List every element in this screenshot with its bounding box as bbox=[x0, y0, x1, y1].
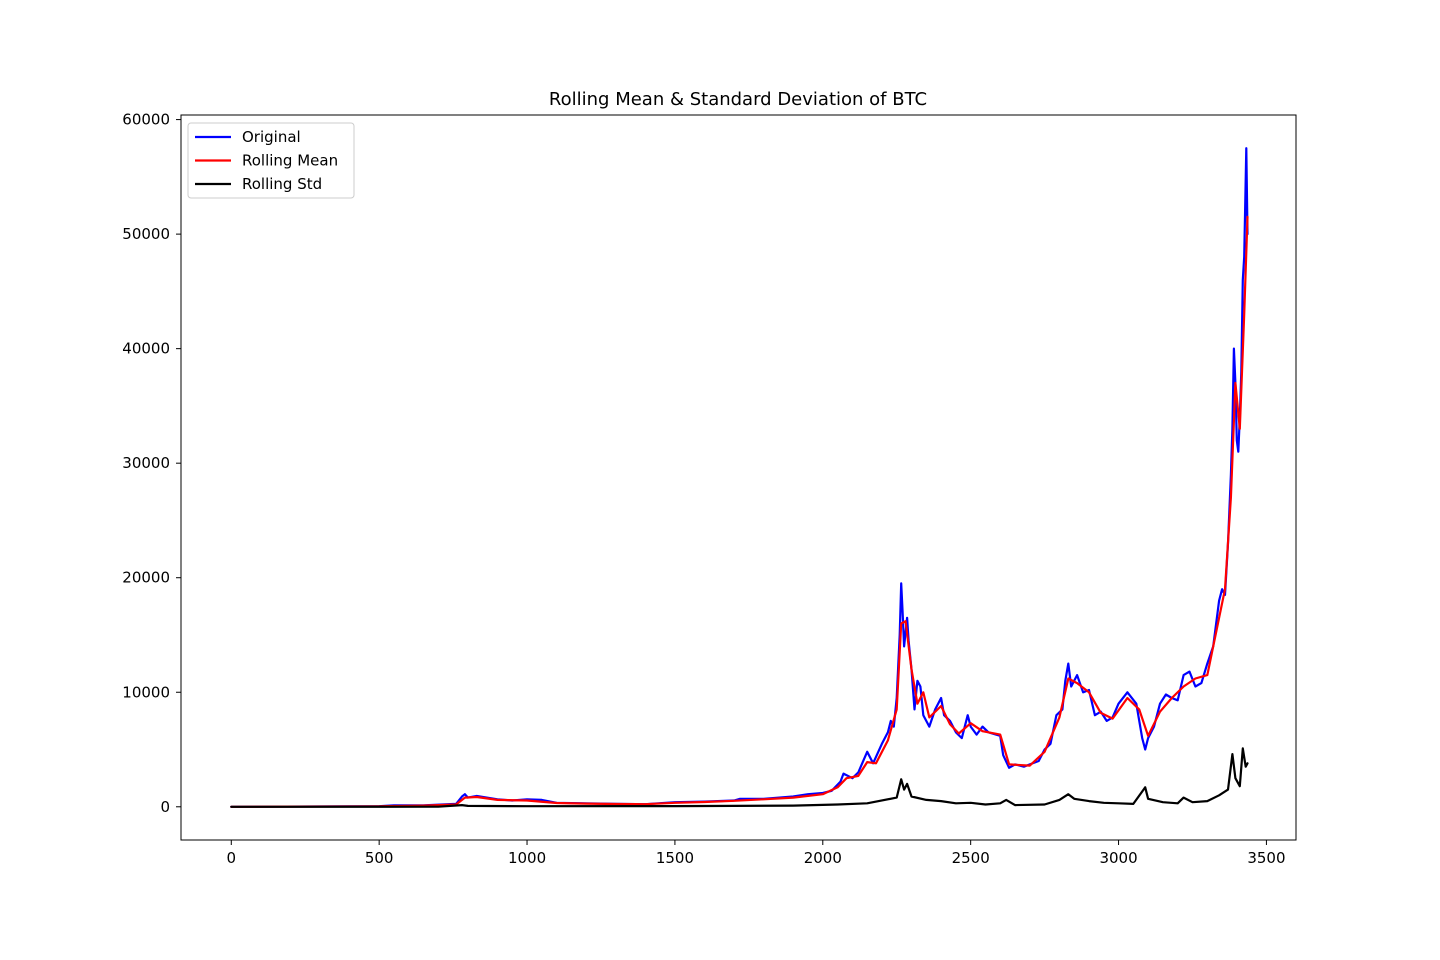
axes-layer: 0 500 1000 1500 2000 2500 3000 3500 0 10000 20000 3… bbox=[122, 111, 1297, 867]
legend-label: Rolling Mean bbox=[242, 152, 338, 170]
x-tick-label: 2500 bbox=[952, 849, 990, 867]
y-tick-label: 40000 bbox=[122, 340, 170, 358]
y-tick-label: 30000 bbox=[122, 454, 170, 472]
x-tick-label: 1000 bbox=[508, 849, 546, 867]
x-tick-label: 0 bbox=[227, 849, 237, 867]
y-tick-label: 20000 bbox=[122, 569, 170, 587]
series-line-rolling-mean bbox=[230, 215, 1249, 808]
chart-title: Rolling Mean & Standard Deviation of BTC bbox=[549, 89, 927, 110]
legend-box bbox=[187, 122, 355, 199]
y-tick-label: 50000 bbox=[122, 225, 170, 243]
y-tick-label: 10000 bbox=[122, 683, 170, 701]
y-tick-label: 60000 bbox=[122, 111, 170, 129]
series-line-rolling-std bbox=[230, 747, 1249, 808]
y-tick-label: 0 bbox=[160, 798, 170, 816]
x-tick-label: 3500 bbox=[1247, 849, 1285, 867]
legend-label: Original bbox=[242, 128, 301, 146]
legend: Original Rolling Mean Rolling Std bbox=[187, 122, 355, 199]
x-tick-label: 1500 bbox=[656, 849, 694, 867]
x-tick-label: 2000 bbox=[804, 849, 842, 867]
plot-frame bbox=[180, 114, 1297, 841]
legend-label: Rolling Std bbox=[242, 175, 322, 193]
series-layer bbox=[230, 147, 1249, 808]
x-tick-label: 3000 bbox=[1099, 849, 1137, 867]
x-tick-label: 500 bbox=[365, 849, 394, 867]
